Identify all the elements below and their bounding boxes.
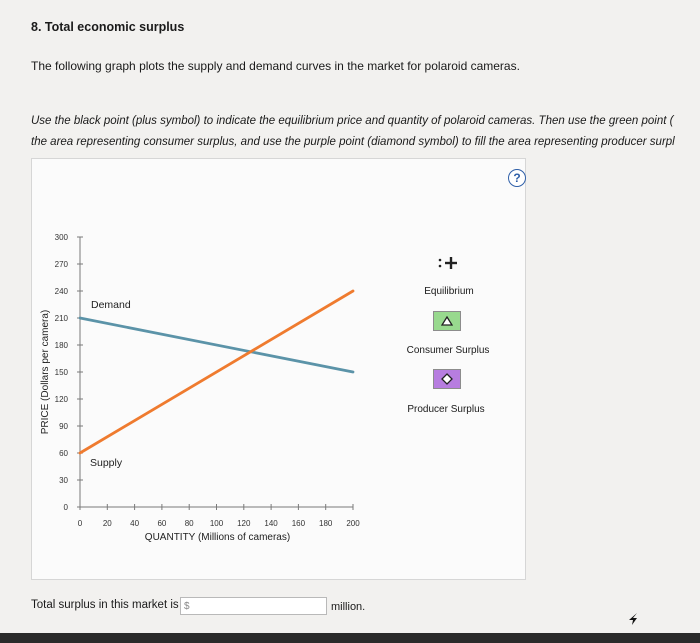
- consumer-surplus-tool[interactable]: [433, 311, 461, 331]
- consumer-surplus-tool-label: Consumer Surplus: [406, 345, 490, 356]
- y-axis-title: PRICE (Dollars per camera): [40, 310, 51, 434]
- y-tick-label: 270: [55, 260, 69, 269]
- total-surplus-label: Total surplus in this market is: [31, 599, 179, 611]
- y-tick-label: 0: [64, 503, 69, 512]
- demand-label: Demand: [91, 299, 131, 311]
- x-tick-label: 20: [103, 519, 112, 528]
- y-tick-label: 30: [59, 476, 68, 485]
- x-tick-label: 40: [130, 519, 139, 528]
- x-tick-label: 120: [237, 519, 251, 528]
- triangle-marker-icon: [441, 316, 453, 326]
- y-tick-label: 240: [55, 287, 69, 296]
- plus-marker-icon: [438, 257, 457, 269]
- producer-surplus-tool[interactable]: [433, 369, 461, 389]
- total-surplus-unit: million.: [331, 601, 366, 613]
- y-tick-label: 120: [55, 395, 69, 404]
- x-tick-label: 200: [346, 519, 360, 528]
- diamond-marker-icon: [441, 373, 453, 385]
- y-tick-label: 60: [59, 449, 68, 458]
- question-instructions: Use the black point (plus symbol) to ind…: [31, 111, 700, 153]
- x-tick-label: 160: [292, 519, 306, 528]
- y-tick-label: 300: [55, 233, 69, 242]
- supply-label: Supply: [90, 457, 123, 469]
- x-tick-label: 80: [185, 519, 194, 528]
- x-tick-label: 140: [264, 519, 278, 528]
- consumer-surplus-swatch: [433, 311, 461, 331]
- question-title: 8. Total economic surplus: [31, 20, 185, 34]
- help-button[interactable]: ?: [508, 169, 526, 187]
- equilibrium-tool[interactable]: [430, 252, 466, 272]
- x-tick-label: 60: [157, 519, 166, 528]
- producer-surplus-swatch: [433, 369, 461, 389]
- dollar-prefix: $: [184, 600, 190, 612]
- x-tick-label: 180: [319, 519, 333, 528]
- y-tick-label: 150: [55, 368, 69, 377]
- demand-curve[interactable]: [78, 316, 355, 374]
- instruction-line-2: the area representing consumer surplus, …: [31, 136, 675, 148]
- bottom-bar: [0, 633, 700, 643]
- y-tick-label: 90: [59, 422, 68, 431]
- mouse-cursor-icon: [629, 613, 637, 625]
- x-tick-label: 0: [78, 519, 83, 528]
- question-intro: The following graph plots the supply and…: [31, 59, 520, 73]
- x-axis-title: QUANTITY (Millions of cameras): [145, 532, 290, 543]
- x-tick-label: 100: [210, 519, 224, 528]
- producer-surplus-tool-label: Producer Surplus: [407, 404, 485, 415]
- supply-curve[interactable]: [78, 289, 355, 455]
- y-tick-label: 180: [55, 341, 69, 350]
- y-tick-label: 210: [55, 314, 69, 323]
- total-surplus-input[interactable]: $: [180, 597, 327, 615]
- instruction-line-1: Use the black point (plus symbol) to ind…: [31, 115, 674, 127]
- equilibrium-tool-label: Equilibrium: [424, 286, 474, 297]
